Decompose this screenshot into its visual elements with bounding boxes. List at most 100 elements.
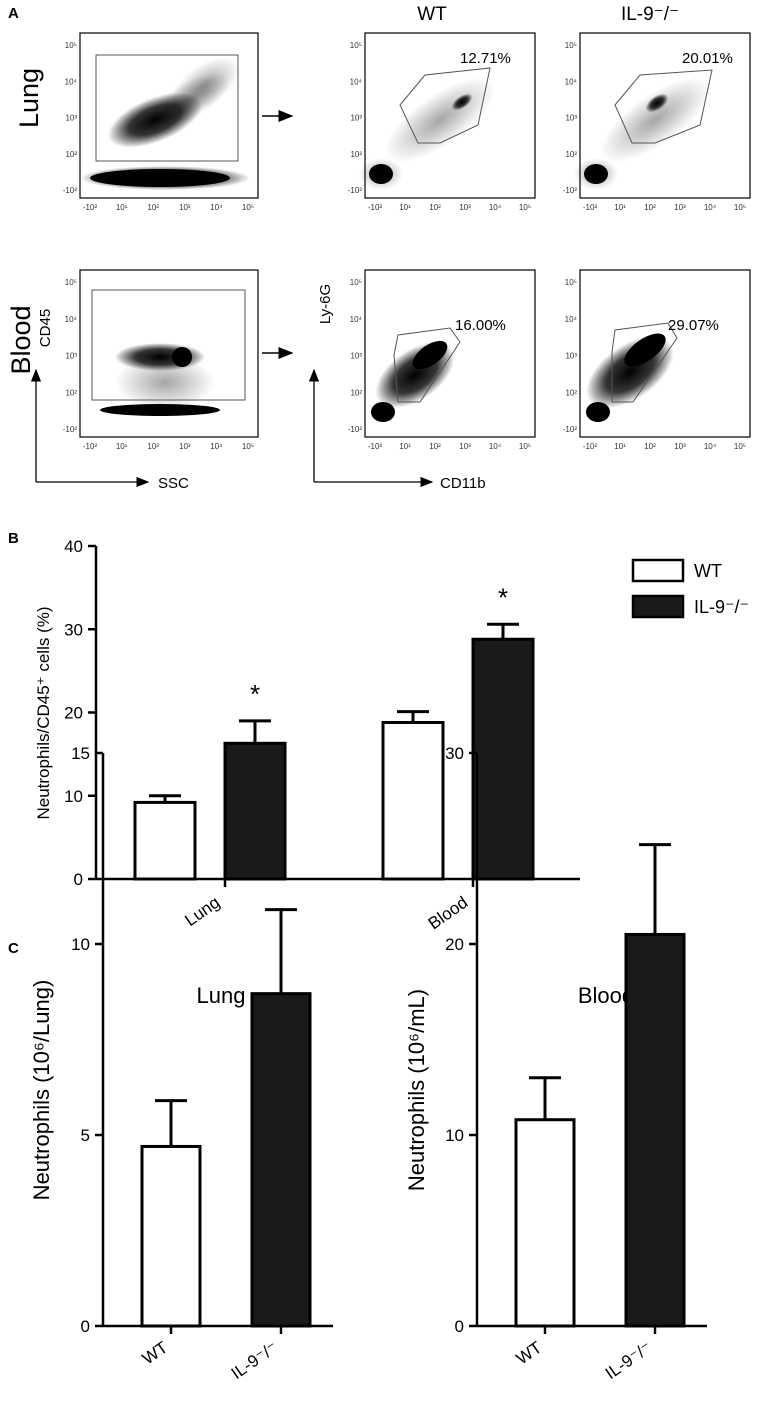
flow-x-tick: -10² [83,203,98,212]
panel-c: C Lung Blood Neutrophils (10⁶/Lung) Neut… [8,744,707,1383]
significance-marker: * [498,582,508,612]
flow-plot-lung-cd45-ssc [79,32,259,199]
axis-label-cd11b: CD11b [440,475,486,492]
flow-x-tick: -10² [583,203,598,212]
row-label-blood: Blood [6,305,36,374]
axis-label-ly6g: Ly-6G [317,284,334,324]
axis-label-cd45: CD45 [37,309,54,347]
flow-y-tick: 10⁵ [565,41,577,50]
flow-x-tick: 10¹ [116,442,128,451]
flow-x-tick: 10² [429,442,441,451]
panel-a: A WT IL-9⁻/⁻ Lung Blood [6,4,751,492]
y-tick-label: 15 [71,744,90,763]
flow-x-tick: 10³ [459,203,471,212]
flow-tick-labels: 10⁵ 10⁴ 10³ 10² -10² -10² 10¹ 10² 10³ 10⁴ 10⁵ 10⁵ 10… [63,41,746,451]
y-tick-label: 0 [455,1317,464,1336]
flow-plot-blood-il9ko [579,269,751,438]
flow-x-tick: 10⁵ [734,203,746,212]
flow-x-tick: -10² [83,442,98,451]
flow-plot-blood-wt [364,269,536,438]
column-header-wt: WT [417,4,447,25]
flow-x-tick: 10⁴ [489,442,502,451]
y-tick-label: 5 [81,1126,90,1145]
flow-y-tick: 10³ [65,352,77,361]
x-tick-label: Lung [181,893,223,930]
column-header-il9ko: IL-9⁻/⁻ [621,4,679,25]
flow-plot-lung-il9ko [574,32,751,199]
flow-y-tick: 10³ [65,114,77,123]
flow-x-tick: 10⁵ [519,442,531,451]
bar-wt [140,1144,202,1328]
flow-x-tick: 10⁴ [210,203,223,212]
panel-c-blood-y-axis-label: Neutrophils (10⁶/mL) [404,989,429,1191]
flow-x-tick: -10² [368,203,383,212]
y-tick-label: 10 [445,1126,464,1145]
significance-marker: * [250,679,260,709]
flow-y-tick: -10² [348,186,363,195]
flow-x-tick: 10³ [179,203,191,212]
flow-y-tick: 10² [350,388,362,397]
flow-y-tick: 10³ [350,352,362,361]
flow-y-tick: 10² [65,388,77,397]
bar-wt [514,1118,576,1328]
flow-x-tick: -10² [368,442,383,451]
flow-y-tick: 10³ [350,114,362,123]
flow-x-tick: 10¹ [614,203,626,212]
panel-b-label: B [8,530,19,547]
flow-x-tick: -10² [583,442,598,451]
gate-blood-wt: 16.00% [455,317,506,334]
panel-c-label: C [8,940,19,957]
flow-y-tick: 10⁴ [565,77,578,86]
bar-wt-blood [381,720,445,881]
y-tick-label: 40 [64,537,83,556]
flow-y-tick: 10³ [565,352,577,361]
flow-x-tick: 10⁵ [242,442,254,451]
panel-c-lung-y-axis-label: Neutrophils (10⁶/Lung) [29,980,54,1201]
flow-x-tick: 10⁴ [704,203,717,212]
flow-x-tick: 10⁵ [734,442,746,451]
legend-swatch-il9ko [631,594,685,619]
x-tick-label: WT [513,1338,546,1369]
y-tick-label: 30 [64,620,83,639]
flow-y-tick: -10² [63,425,78,434]
x-tick-label: IL-9⁻/⁻ [228,1338,281,1383]
x-tick-label: Blood [425,893,472,934]
y-tick-label: 30 [445,744,464,763]
flow-x-tick: 10² [644,203,656,212]
panel-c-lung-title: Lung [197,983,246,1008]
flow-y-tick: 10² [350,150,362,159]
flow-x-tick: 10⁴ [704,442,717,451]
bar-wt-lung [133,800,197,881]
flow-y-tick: -10² [63,186,78,195]
flow-x-tick: 10⁵ [519,203,531,212]
flow-y-tick: 10² [565,388,577,397]
flow-y-tick: 10⁵ [565,278,577,287]
panel-c-blood-chart: 0 10 20 30 WT IL-9⁻/⁻ [445,744,707,1383]
flow-y-tick: 10⁴ [565,315,578,324]
y-tick-label: 0 [74,870,83,889]
flow-y-tick: 10⁴ [65,315,78,324]
row-label-lung: Lung [14,68,44,128]
panel-a-label: A [8,5,19,22]
flow-x-tick: 10³ [179,442,191,451]
x-tick-label: WT [139,1338,172,1369]
y-tick-label: 20 [64,704,83,723]
flow-x-tick: 10¹ [614,442,626,451]
panel-b-chart: 0 10 20 30 40 Lung * Blood * [64,537,580,933]
y-tick-label: 0 [81,1317,90,1336]
bar-il9ko-blood [471,637,535,881]
flow-y-tick: 10⁴ [350,77,363,86]
flow-x-tick: 10³ [674,203,686,212]
axis-label-ssc: SSC [158,475,189,492]
flow-y-tick: 10⁴ [350,315,363,324]
bar-il9ko [624,932,686,1328]
flow-x-tick: 10² [147,203,159,212]
flow-x-tick: 10² [429,203,441,212]
flow-plot-lung-wt [359,32,536,199]
panel-b-y-axis-label: Neutrophils/CD45⁺ cells (%) [34,606,53,819]
flow-y-tick: -10² [563,186,578,195]
legend-label-wt: WT [694,561,722,581]
panel-c-lung-chart: 0 5 10 15 WT IL-9⁻/⁻ [71,744,333,1383]
flow-x-tick: 10¹ [399,442,411,451]
